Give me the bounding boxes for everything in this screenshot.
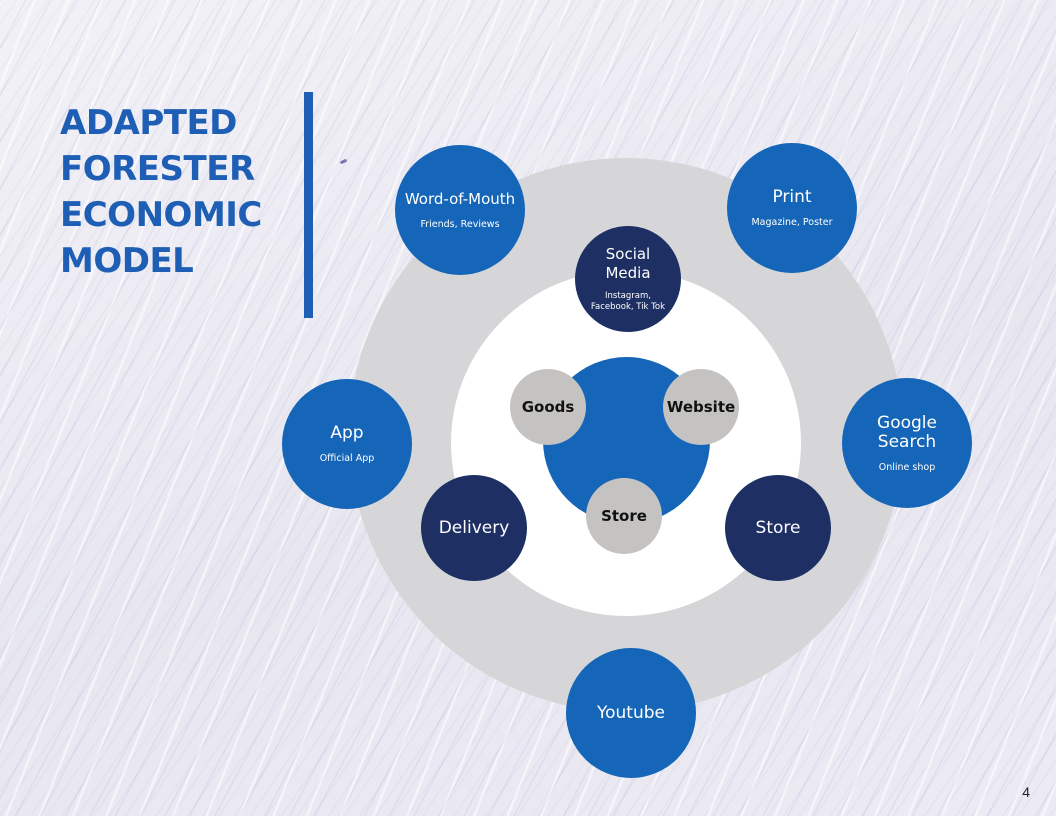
node-social-media: Social Media Instagram, Facebook, Tik To… xyxy=(575,226,681,332)
node-label: Store xyxy=(601,506,647,525)
node-website: Website xyxy=(663,369,739,445)
node-label: Goods xyxy=(521,397,575,416)
node-label: Print xyxy=(772,187,812,207)
node-label: Google Search xyxy=(877,412,937,452)
node-print: Print Magazine, Poster xyxy=(727,143,857,273)
node-youtube: Youtube xyxy=(566,648,696,778)
title-line: ADAPTED xyxy=(60,103,237,143)
node-sublabel: Friends, Reviews xyxy=(420,219,500,230)
page-number: 4 xyxy=(1022,784,1030,800)
node-sublabel: Online shop xyxy=(878,461,936,473)
node-label: Youtube xyxy=(597,702,665,723)
node-label: Social Media xyxy=(605,245,651,282)
node-sublabel: Magazine, Poster xyxy=(751,217,833,228)
node-word-of-mouth: Word-of-Mouth Friends, Reviews xyxy=(395,145,525,275)
node-label: Store xyxy=(755,517,801,538)
node-store-core: Store xyxy=(586,478,662,554)
node-delivery: Delivery xyxy=(421,475,527,581)
node-label: Word-of-Mouth xyxy=(404,190,516,208)
node-store-inner: Store xyxy=(725,475,831,581)
node-label: Delivery xyxy=(438,517,510,538)
node-sublabel: Instagram, Facebook, Tik Tok xyxy=(590,291,666,312)
title-line: FORESTER xyxy=(60,149,255,189)
node-app: App Official App xyxy=(282,379,412,509)
node-sublabel: Official App xyxy=(319,453,375,464)
background-speck xyxy=(339,158,348,165)
node-goods: Goods xyxy=(510,369,586,445)
node-label: Website xyxy=(666,397,736,416)
title-divider xyxy=(304,92,313,318)
node-label: App xyxy=(330,423,364,443)
title-line: MODEL xyxy=(60,241,194,281)
node-google-search: Google Search Online shop xyxy=(842,378,972,508)
title-line: ECONOMIC xyxy=(60,195,262,235)
page-title: ADAPTED FORESTER ECONOMIC MODEL xyxy=(60,100,290,284)
